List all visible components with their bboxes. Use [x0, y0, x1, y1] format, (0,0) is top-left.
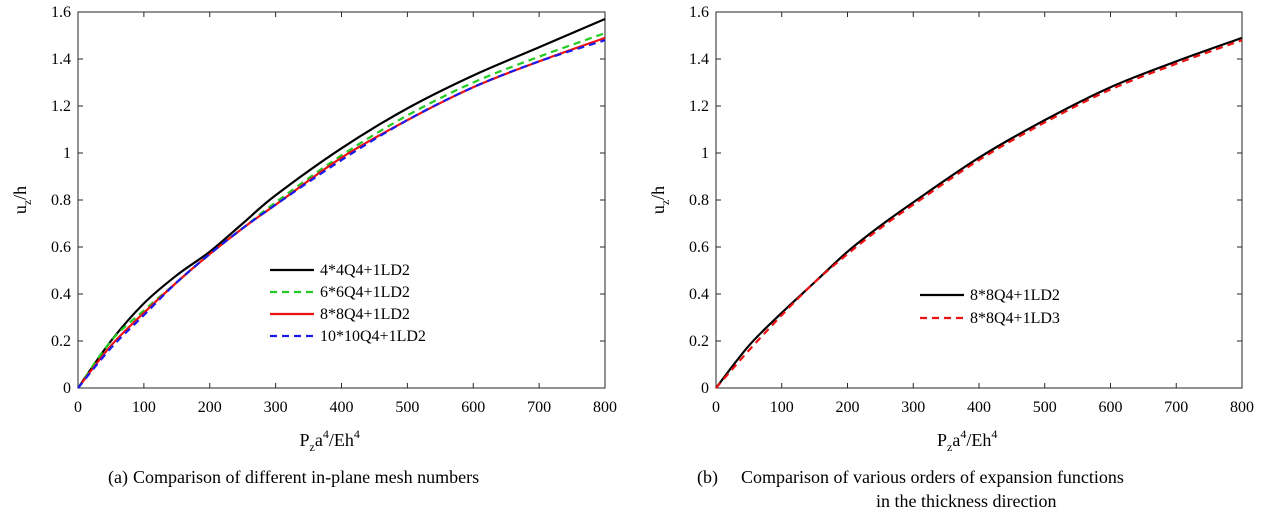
x-tick-label: 400 — [330, 399, 354, 416]
x-tick-label: 200 — [198, 399, 222, 416]
y-tick-label: 0.2 — [689, 333, 709, 350]
series-line-4 — [77, 39, 606, 389]
x-axis-label: Pza4/Eh4 — [937, 427, 997, 454]
y-tick-label: 1.4 — [51, 51, 71, 68]
y-tick-label: 0.4 — [51, 286, 71, 303]
y-tick-label: 0.4 — [689, 286, 709, 303]
y-tick-label: 1.2 — [689, 98, 709, 115]
caption-text: Comparison of different in-plane mesh nu… — [133, 467, 479, 487]
legend-label-2: 8*8Q4+1LD3 — [970, 310, 1060, 327]
x-tick-label: 0 — [712, 399, 720, 416]
x-tick-label: 400 — [967, 399, 991, 416]
y-tick-label: 0 — [63, 380, 71, 397]
x-axis-label: Pza4/Eh4 — [300, 427, 360, 454]
x-tick-label: 500 — [1033, 399, 1057, 416]
series-line-2 — [77, 32, 606, 389]
y-tick-label: 0.2 — [51, 333, 71, 350]
series-line-1 — [77, 18, 606, 389]
y-tick-label: 0 — [701, 380, 709, 397]
legend-label-2: 6*6Q4+1LD2 — [320, 284, 410, 301]
x-tick-label: 100 — [770, 399, 794, 416]
x-tick-label: 200 — [836, 399, 860, 416]
x-tick-label: 600 — [1099, 399, 1123, 416]
legend-label-1: 4*4Q4+1LD2 — [320, 262, 410, 279]
legend-label-1: 8*8Q4+1LD2 — [970, 287, 1060, 304]
y-axis-label: uz/h — [10, 186, 34, 214]
y-tick-label: 1.6 — [689, 4, 709, 21]
y-tick-label: 0.6 — [689, 239, 709, 256]
caption-label: (b) — [697, 467, 718, 488]
y-tick-label: 1 — [701, 145, 709, 162]
y-tick-label: 0.8 — [51, 192, 71, 209]
chart-panel-b: 0 100 200 300 400 500 600 700 800 0 0.2 0.4 0.6 0.8 1 1… — [648, 4, 1254, 511]
x-tick-label: 0 — [74, 399, 82, 416]
x-tick-label: 500 — [395, 399, 419, 416]
y-tick-label: 1.2 — [51, 98, 71, 115]
y-tick-label: 0.8 — [689, 192, 709, 209]
x-tick-label: 800 — [1230, 399, 1254, 416]
x-tick-label: 700 — [527, 399, 551, 416]
legend-label-3: 8*8Q4+1LD2 — [320, 306, 410, 323]
caption-text-line2: in the thickness direction — [876, 491, 1056, 511]
y-tick-label: 0.6 — [51, 239, 71, 256]
x-tick-label: 300 — [901, 399, 925, 416]
x-tick-label: 800 — [593, 399, 617, 416]
caption-label: (a) — [108, 467, 128, 488]
x-tick-label: 600 — [461, 399, 485, 416]
x-tick-label: 700 — [1164, 399, 1188, 416]
x-tick-label: 300 — [264, 399, 288, 416]
y-tick-label: 1.6 — [51, 4, 71, 21]
series-line-1 — [715, 36, 1243, 389]
chart-panel-a: 0 100 200 300 400 500 600 700 800 0 0.2 0.4 0.6 0.8 1 1… — [10, 4, 617, 488]
series-line-3 — [77, 36, 606, 389]
legend-label-4: 10*10Q4+1LD2 — [320, 328, 426, 345]
series-line-2 — [715, 39, 1243, 389]
caption-text: Comparison of various orders of expansio… — [741, 467, 1124, 487]
x-tick-label: 100 — [132, 399, 156, 416]
y-axis-label: uz/h — [648, 186, 672, 214]
y-tick-label: 1.4 — [689, 51, 709, 68]
y-tick-label: 1 — [63, 145, 71, 162]
